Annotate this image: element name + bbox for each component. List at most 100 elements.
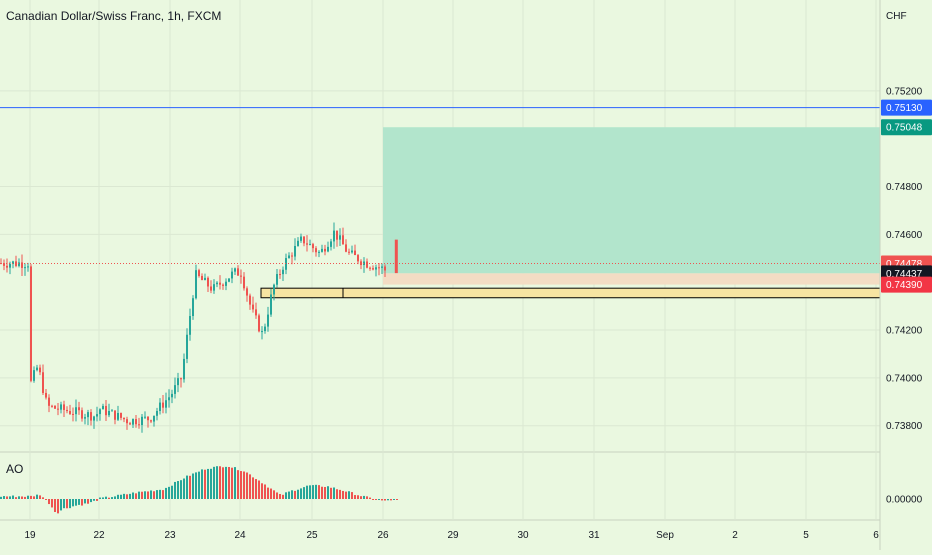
candle-body (222, 284, 224, 286)
candle-body (255, 309, 257, 316)
candle-body (174, 385, 176, 394)
stop-price-tag-bg (881, 276, 932, 293)
candle-body (195, 270, 197, 299)
candle-body (339, 235, 341, 240)
candle-body (141, 416, 143, 426)
support-rectangle (260, 287, 881, 299)
ao-bar (324, 486, 326, 499)
ao-bar (3, 496, 5, 499)
ao-bar (390, 499, 392, 501)
ao-bar (309, 485, 311, 499)
ao-bar (120, 494, 122, 499)
ao-bar (126, 494, 128, 499)
candle-body (114, 410, 116, 420)
candle-body (0, 263, 2, 265)
candle-body (33, 370, 35, 381)
ao-bar (84, 499, 86, 504)
ao-bar (354, 495, 356, 499)
price-tick-label: 0.75200 (886, 86, 923, 97)
candle-body (291, 255, 293, 257)
candle-body (351, 250, 353, 253)
hline-price-tag: 0.75130 (886, 103, 923, 114)
stop-price-tag: 0.74390 (886, 280, 923, 291)
ao-bar (327, 486, 329, 499)
ao-bar (234, 467, 236, 499)
candle-body (330, 241, 332, 247)
candle-body (129, 423, 131, 425)
ao-bar (381, 499, 383, 501)
stop-zone (383, 273, 880, 285)
ao-bar (171, 485, 173, 499)
chart-overlays (0, 107, 880, 265)
ao-bar (246, 472, 248, 499)
ao-bar (21, 496, 23, 499)
candle-body (57, 408, 59, 410)
candle-body (162, 402, 164, 408)
candle-body (120, 412, 122, 418)
ao-bar (102, 497, 104, 499)
ao-bar (51, 499, 53, 508)
ao-bar (261, 483, 263, 499)
ao-bar (237, 470, 239, 499)
ao-bar (312, 485, 314, 499)
candle-body (51, 405, 53, 407)
ao-bar (24, 496, 26, 499)
ao-bar (57, 499, 59, 514)
ao-bar (99, 497, 101, 499)
ao-bar (27, 495, 29, 499)
ao-bar (252, 477, 254, 499)
candle-body (132, 419, 134, 425)
candle-body (39, 367, 41, 373)
last-candle (394, 239, 398, 274)
ao-bar (186, 475, 188, 499)
ao-bar (348, 491, 350, 499)
ao-bar (69, 499, 71, 509)
ao-bar (363, 495, 365, 499)
candle-body (273, 284, 275, 295)
ao-bar (39, 495, 41, 499)
ao-bar (291, 490, 293, 499)
ao-bar (372, 499, 374, 500)
candle-body (318, 251, 320, 253)
ao-bar (228, 467, 230, 499)
price-series (0, 222, 398, 433)
ao-bar (318, 485, 320, 499)
chart-title: Canadian Dollar/Swiss Franc, 1h, FXCM (6, 9, 222, 23)
ao-bar (264, 484, 266, 499)
candle-body (240, 275, 242, 277)
ao-bar (138, 491, 140, 499)
candle-body (228, 278, 230, 282)
ao-bar (30, 495, 32, 499)
ao-bar (336, 489, 338, 499)
candle-body (342, 235, 344, 245)
ao-bar (330, 487, 332, 499)
ao-bar (375, 499, 377, 501)
candle-body (267, 314, 269, 327)
ao-bar (294, 490, 296, 499)
ao-bar (387, 499, 389, 501)
ao-bar (147, 491, 149, 499)
ao-bar (153, 491, 155, 499)
candle-body (321, 248, 323, 252)
ao-bar (45, 499, 47, 500)
ao-bar (141, 491, 143, 499)
ao-bar (183, 478, 185, 499)
candle-body (87, 412, 89, 418)
ao-bar (201, 469, 203, 499)
candle-body (381, 266, 383, 268)
ao-bar (207, 468, 209, 499)
candle-body (216, 282, 218, 285)
candle-body (279, 274, 281, 276)
ao-bar (6, 496, 8, 499)
candle-body (354, 250, 356, 256)
candle-body (36, 367, 38, 371)
candle-body (375, 267, 377, 270)
hline-price-tag-bg (881, 99, 932, 116)
candle-body (270, 294, 272, 315)
ao-bar (273, 490, 275, 499)
candle-body (84, 417, 86, 419)
ao-bar (168, 486, 170, 499)
candle-body (201, 275, 203, 281)
